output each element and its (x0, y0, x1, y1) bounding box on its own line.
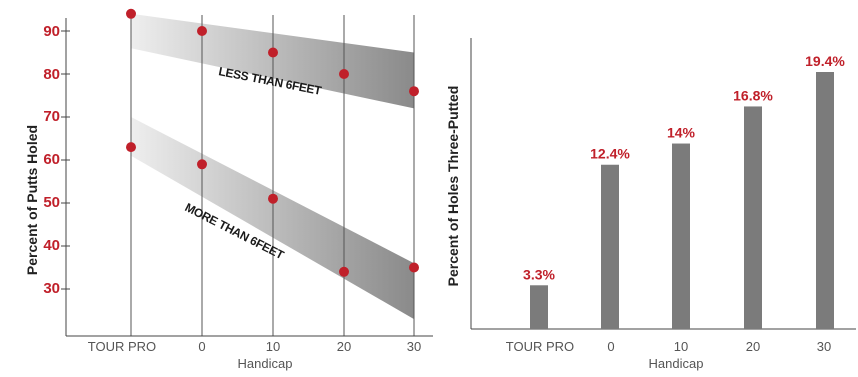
data-point (197, 26, 207, 36)
bar-value-label: 14% (667, 125, 696, 141)
x-axis-title: Handicap (649, 356, 704, 371)
x-tick-label: TOUR PRO (88, 339, 156, 354)
x-tick-label: 10 (266, 339, 280, 354)
data-point (409, 262, 419, 273)
y-tick-label: 50 (43, 194, 60, 211)
data-point (197, 159, 207, 170)
x-axis-title: Handicap (238, 356, 293, 371)
bar (601, 164, 619, 329)
y-tick-label: 70 (43, 108, 60, 125)
bar (530, 285, 548, 329)
bar-value-label: 16.8% (733, 87, 773, 103)
data-point (409, 86, 419, 97)
x-tick-label: 0 (607, 339, 614, 354)
y-tick-label: 30 (43, 280, 60, 297)
bar (672, 143, 690, 329)
x-tick-label: 20 (337, 339, 351, 354)
x-tick-label: 30 (817, 339, 831, 354)
three-putt-chart: 3.3% 12.4% 14% 16.8% 19.4% TOUR PRO 0 10… (445, 38, 856, 371)
x-tick-label: 20 (746, 339, 760, 354)
bar (816, 72, 834, 329)
data-point (268, 193, 278, 204)
y-tick-label: 40 (43, 237, 60, 254)
data-point (339, 266, 349, 277)
data-point (126, 142, 136, 153)
x-tick-label: 0 (198, 339, 205, 354)
data-point (339, 69, 349, 79)
x-tick-label: 30 (407, 339, 421, 354)
bar-value-label: 19.4% (805, 53, 845, 69)
y-tick-label: 90 (43, 23, 60, 40)
y-tick-label: 60 (43, 151, 60, 168)
putts-holed-chart: 90 80 70 60 50 40 30 TOUR PRO 0 10 20 30… (24, 8, 433, 371)
y-axis-title: Percent of Holes Three-Putted (445, 86, 461, 287)
bar (744, 106, 762, 329)
y-axis-title: Percent of Putts Holed (24, 125, 40, 275)
bar-value-label: 12.4% (590, 146, 630, 162)
x-tick-label: 10 (674, 339, 688, 354)
bar-value-label: 3.3% (523, 266, 555, 282)
y-tick-label: 80 (43, 66, 60, 83)
x-tick-label: TOUR PRO (506, 339, 574, 354)
data-point (268, 47, 278, 58)
data-point (126, 8, 136, 19)
